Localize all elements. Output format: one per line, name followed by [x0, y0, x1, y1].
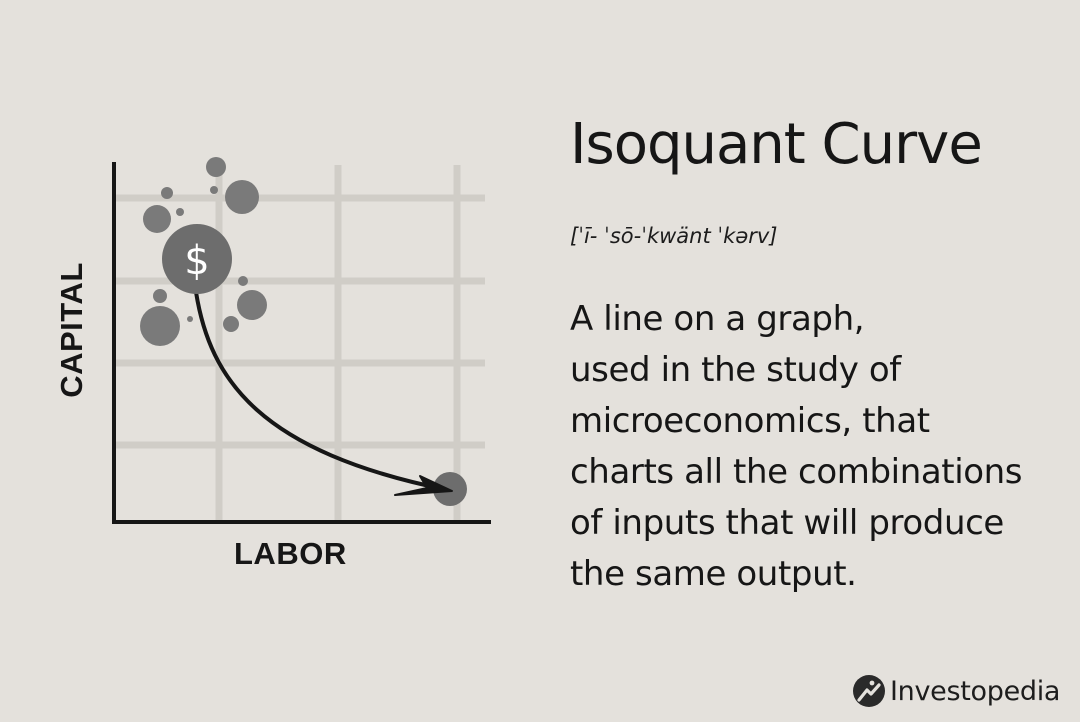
investopedia-logo-icon: [853, 675, 885, 707]
page-title: Isoquant Curve: [570, 112, 983, 177]
input-bubbles: [140, 157, 267, 346]
x-axis-label: LABOR: [234, 536, 347, 571]
bubble: [187, 316, 193, 322]
y-axis-label: CAPITAL: [54, 262, 89, 398]
definition: A line on a graph, used in the study of …: [570, 294, 1070, 600]
bubble: [153, 289, 167, 303]
bubble: [140, 306, 180, 346]
bubble: [176, 208, 184, 216]
definition-line: of inputs that will produce: [570, 503, 1004, 543]
definition-line: A line on a graph,: [570, 299, 865, 339]
bubble: [206, 157, 226, 177]
dollar-icon: $: [184, 238, 209, 284]
bubble: [238, 276, 248, 286]
arrowhead: [394, 475, 453, 496]
bubble: [225, 180, 259, 214]
bubble: [223, 316, 239, 332]
bubble: [237, 290, 267, 320]
brand-name: Investopedia: [890, 675, 1061, 707]
bubble: [210, 186, 218, 194]
bubble: [143, 205, 171, 233]
definition-line: charts all the combinations: [570, 452, 1023, 492]
brand-logo: Investopedia: [852, 672, 1060, 710]
isoquant-diagram: $: [112, 157, 491, 524]
pronunciation: [ˈī- ˈsō-ˈkwänt ˈkərv]: [570, 224, 778, 248]
definition-line: used in the study of: [570, 350, 901, 390]
isoquant-curve: [194, 290, 450, 492]
definition-line: microeconomics, that: [570, 401, 930, 441]
bubble: [161, 187, 173, 199]
definition-line: the same output.: [570, 554, 857, 594]
dollar-marker: [162, 224, 232, 294]
